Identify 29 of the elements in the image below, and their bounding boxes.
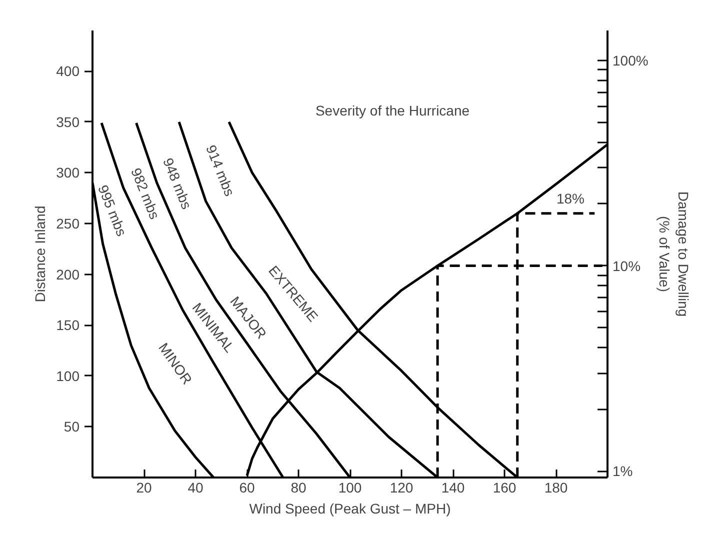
y-tick-label: 100 [56,368,80,384]
y-tick-label: 400 [56,63,80,80]
y-tick-label: 350 [56,114,80,130]
annotation: 982 mbs [128,166,163,222]
x-tick-label: 80 [290,480,306,496]
x-tick-label: 20 [136,480,152,496]
x-tick-label: 140 [441,480,465,496]
x-tick-label: 40 [188,480,204,496]
x-tick-label: 120 [390,480,414,496]
annotation: 914 mbs [203,142,238,198]
annotation: 948 mbs [160,156,195,212]
y2-axis-title: Damage to Dwelling (% of Value) [656,191,692,317]
y2-tick-label: 1% [612,463,633,480]
y2-tick-label: 100% [612,52,648,68]
x-tick-label: 180 [544,480,568,496]
annotation: Severity of the Hurricane [315,102,470,118]
y-tick-label: 200 [56,266,80,282]
x-axis-title: Wind Speed (Peak Gust – MPH) [249,500,451,516]
y2-tick-label: 10% [612,258,641,274]
y-tick-label: 300 [56,164,80,181]
x-tick-label: 100 [338,480,362,496]
x-tick-label: 60 [239,480,255,496]
y-axis-title: Distance Inland [32,206,48,302]
annotation: 995 mbs [95,182,130,238]
y-tick-label: 150 [56,317,80,334]
x-tick-label: 160 [492,480,516,496]
y-tick-label: 250 [56,216,80,232]
y-tick-label: 50 [64,418,80,435]
annotation: 18% [556,190,585,206]
